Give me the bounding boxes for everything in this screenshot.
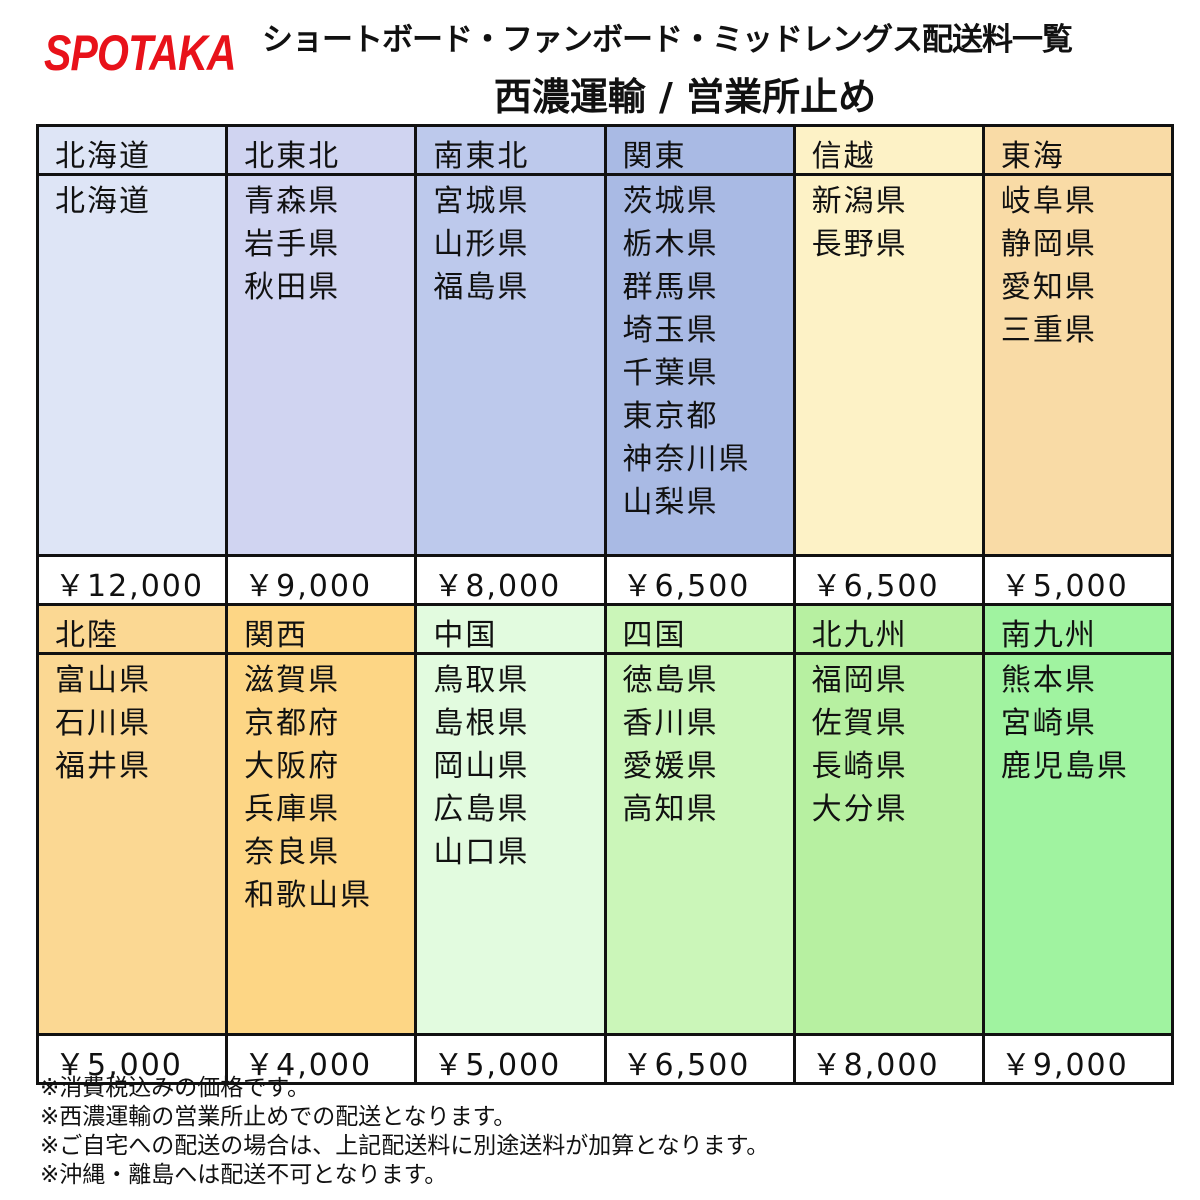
prefecture: 宮城県 xyxy=(433,184,530,219)
region-price: ￥4,000 xyxy=(228,1036,415,1083)
region-prefectures: 岐阜県静岡県愛知県三重県 xyxy=(984,176,1171,554)
prefecture: 千葉県 xyxy=(622,356,719,391)
region-prefectures: 熊本県宮崎県鹿児島県 xyxy=(984,655,1171,1033)
prefecture: 茨城県 xyxy=(622,184,719,219)
prefecture: 長野県 xyxy=(811,227,908,262)
prefecture: 神奈川県 xyxy=(622,442,751,477)
prefecture: 鳥取県 xyxy=(433,663,530,698)
region-price: ￥5,000 xyxy=(39,1036,226,1083)
prefecture: 岩手県 xyxy=(244,227,341,262)
region-price: ￥8,000 xyxy=(417,557,604,604)
region-price: ￥12,000 xyxy=(39,557,226,604)
prefecture: 佐賀県 xyxy=(811,706,908,741)
note-line: ※ご自宅への配送の場合は、上記配送料に別途送料が加算となります。 xyxy=(40,1133,770,1159)
prefecture: 静岡県 xyxy=(1000,227,1097,262)
prefecture: 徳島県 xyxy=(622,663,719,698)
region-header: 北九州 xyxy=(795,606,982,652)
prefecture: 埼玉県 xyxy=(622,313,719,348)
region-prefectures: 福岡県佐賀県長崎県大分県 xyxy=(795,655,982,1033)
region-price: ￥6,500 xyxy=(795,557,982,604)
prefecture: 福岡県 xyxy=(811,663,908,698)
prefecture: 富山県 xyxy=(55,663,151,698)
prefecture: 新潟県 xyxy=(811,184,908,219)
prefecture: 高知県 xyxy=(622,792,719,827)
region-prefectures: 滋賀県京都府大阪府兵庫県奈良県和歌山県 xyxy=(228,655,415,1033)
region-header: 中国 xyxy=(417,606,604,652)
region-prefectures: 茨城県栃木県群馬県埼玉県千葉県東京都神奈川県山梨県 xyxy=(606,176,793,554)
region-header: 東海 xyxy=(984,127,1171,173)
region-header: 北東北 xyxy=(228,127,415,173)
prefecture: 石川県 xyxy=(55,706,151,741)
page-title: ショートボード・ファンボード・ミッドレングス配送料一覧 xyxy=(262,22,1073,58)
region-prefectures: 富山県 石川県 福井県 xyxy=(39,655,226,1033)
region-header: 南東北 xyxy=(417,127,604,173)
prefecture: 福島県 xyxy=(433,270,530,305)
prefecture: 滋賀県 xyxy=(244,663,341,698)
prefecture: 鹿児島県 xyxy=(1000,749,1129,784)
region-header: 関西 xyxy=(228,606,415,652)
region-price: ￥5,000 xyxy=(984,557,1171,604)
prefecture: 岡山県 xyxy=(433,749,530,784)
region-price: ￥6,500 xyxy=(606,557,793,604)
prefecture: 島根県 xyxy=(433,706,530,741)
prefecture: 三重県 xyxy=(1000,313,1097,348)
note-line: ※西濃運輸の営業所止めでの配送となります。 xyxy=(40,1104,517,1130)
prefecture: 東京都 xyxy=(622,399,719,434)
region-prefectures: 青森県 岩手県 秋田県 xyxy=(228,176,415,554)
prefecture: 宮崎県 xyxy=(1000,706,1097,741)
notes: ※消費税込みの価格です。 ※西濃運輸の営業所止めでの配送となります。 ※ご自宅への配… xyxy=(40,1074,769,1190)
prefecture: 和歌山県 xyxy=(244,878,373,913)
prefecture: 北海道 xyxy=(55,184,151,219)
note-line: ※消費税込みの価格です。 xyxy=(40,1075,310,1101)
prefecture: 福井県 xyxy=(55,749,151,784)
prefecture: 兵庫県 xyxy=(244,792,341,827)
prefecture: 愛媛県 xyxy=(622,749,719,784)
note-line: ※沖縄・離島へは配送不可となります。 xyxy=(40,1162,448,1188)
prefecture: 大分県 xyxy=(811,792,908,827)
prefecture: 奈良県 xyxy=(244,835,341,870)
region-price: ￥9,000 xyxy=(984,1036,1171,1083)
region-prefectures: 徳島県香川県愛媛県高知県 xyxy=(606,655,793,1033)
prefecture: 山形県 xyxy=(433,227,530,262)
prefecture: 群馬県 xyxy=(622,270,719,305)
prefecture: 香川県 xyxy=(622,706,719,741)
prefecture: 山口県 xyxy=(433,835,530,870)
region-price: ￥9,000 xyxy=(228,557,415,604)
prefecture: 熊本県 xyxy=(1000,663,1097,698)
prefecture: 長崎県 xyxy=(811,749,908,784)
region-header: 信越 xyxy=(795,127,982,173)
page-subtitle: 西濃運輸 / 営業所止め xyxy=(493,75,877,119)
region-price: ￥5,000 xyxy=(417,1036,604,1083)
spotaka-logo: SPOTAKA xyxy=(44,25,236,81)
region-price: ￥6,500 xyxy=(606,1036,793,1083)
prefecture: 栃木県 xyxy=(622,227,719,262)
region-prefectures: 北海道 xyxy=(39,176,226,554)
region-header: 北陸 xyxy=(39,606,226,652)
prefecture: 山梨県 xyxy=(622,485,719,520)
shipping-fee-table: 北海道 北東北 南東北 関東 信越 東海 北海道 青森県 岩手県 秋田県 宮城県 山形県 福島県 茨城県栃… xyxy=(36,124,1174,1085)
region-price: ￥8,000 xyxy=(795,1036,982,1083)
region-header: 南九州 xyxy=(984,606,1171,652)
prefecture: 青森県 xyxy=(244,184,341,219)
region-prefectures: 新潟県 長野県 xyxy=(795,176,982,554)
prefecture: 広島県 xyxy=(433,792,530,827)
prefecture: 愛知県 xyxy=(1000,270,1097,305)
region-prefectures: 宮城県 山形県 福島県 xyxy=(417,176,604,554)
region-header: 四国 xyxy=(606,606,793,652)
region-prefectures: 鳥取県島根県岡山県広島県山口県 xyxy=(417,655,604,1033)
prefecture: 京都府 xyxy=(244,706,341,741)
region-header: 関東 xyxy=(606,127,793,173)
prefecture: 岐阜県 xyxy=(1000,184,1097,219)
region-header: 北海道 xyxy=(39,127,226,173)
prefecture: 秋田県 xyxy=(244,270,341,305)
prefecture: 大阪府 xyxy=(244,749,341,784)
